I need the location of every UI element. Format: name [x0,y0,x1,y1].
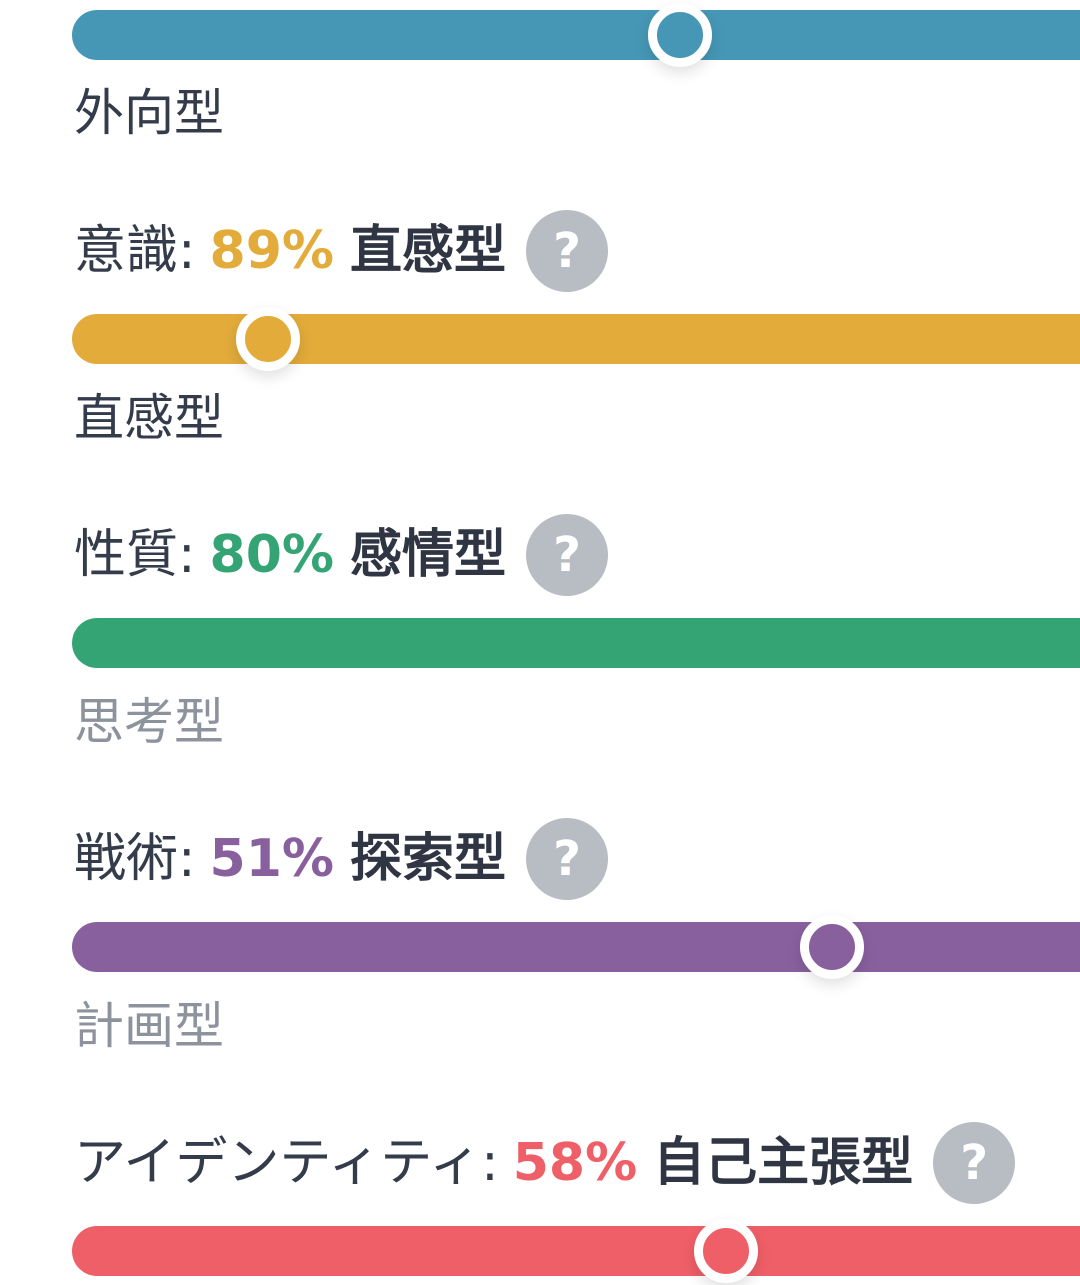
nature-scale-title: 性質: [74,525,196,585]
mind-scale-knob[interactable] [648,3,712,67]
tactics-scale-title: 戦術: [74,829,196,889]
identity-scale-heading: アイデンティティ: 58% 自己主張型 ? [74,1122,1016,1204]
energy-scale-percent: 89% [209,221,335,281]
tactics-scale-sublabel: 計画型 [74,997,224,1055]
nature-help-icon[interactable]: ? [526,514,609,596]
identity-scale-bar[interactable] [72,1219,1080,1283]
tactics-help-icon[interactable]: ? [526,818,609,900]
nature-scale-trait: 感情型 [350,525,507,585]
energy-scale-title: 意識: [74,221,196,281]
energy-scale-bar[interactable] [72,307,1080,371]
tactics-scale-trait: 探索型 [350,829,507,889]
tactics-scale-knob[interactable] [800,915,864,979]
energy-scale-knob[interactable] [236,307,300,371]
tactics-scale-heading: 戦術: 51% 探索型 ? [74,818,609,900]
energy-scale-trait: 直感型 [350,221,507,281]
identity-scale-trait: 自己主張型 [653,1133,914,1193]
energy-scale-heading: 意識: 89% 直感型 ? [74,210,609,292]
nature-scale-heading: 性質: 80% 感情型 ? [74,514,609,596]
identity-scale-knob[interactable] [694,1219,758,1283]
mind-scale-bar[interactable] [72,3,1080,67]
tactics-scale-percent: 51% [209,829,335,889]
mind-scale-sublabel: 外向型 [74,84,224,142]
energy-help-icon[interactable]: ? [526,210,609,292]
identity-help-icon[interactable]: ? [933,1122,1016,1204]
nature-scale-bar[interactable] [72,618,1080,668]
energy-scale-sublabel: 直感型 [74,389,224,447]
tactics-scale-bar[interactable] [72,915,1080,979]
nature-scale-sublabel: 思考型 [74,693,224,751]
identity-scale-percent: 58% [512,1133,638,1193]
nature-scale-percent: 80% [209,525,335,585]
identity-scale-title: アイデンティティ: [74,1133,499,1193]
